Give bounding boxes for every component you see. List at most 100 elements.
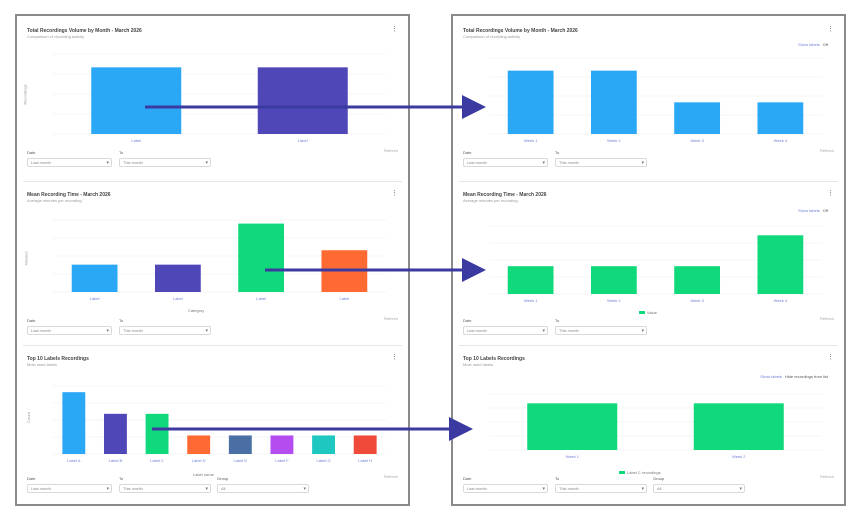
card-menu-icon[interactable]: ⋮ [827,26,834,33]
y-axis-label: Recordings [22,84,28,105]
bar[interactable] [270,435,294,454]
x-tick-label: Label H [358,458,372,463]
bar[interactable] [674,102,721,134]
card-menu-icon[interactable]: ⋮ [391,26,398,33]
filter-a-select[interactable]: Last month ▾ [27,484,112,493]
card-menu-icon[interactable]: ⋮ [391,190,398,197]
filter-b-label: To [119,318,124,323]
bar[interactable] [103,413,127,454]
x-tick-label: Label D [192,458,206,463]
right-card-1: Total Recordings Volume by Month - March… [459,22,838,182]
chevron-down-icon: ▾ [303,486,306,492]
filter-a-select[interactable]: Last month ▾ [463,326,548,335]
bar[interactable] [353,435,377,454]
chevron-down-icon: ▾ [205,486,208,492]
chart: Label A Label B Label C Label D Label E Label… [33,382,392,466]
card-footnote[interactable]: Refresh [819,474,834,479]
filter-a-select[interactable]: Last month ▾ [27,326,112,335]
legend-swatch [619,471,625,474]
chart: Week 1 Week 2 [469,390,828,462]
filter-b-label: To [119,476,124,481]
chart-legend: Label C recordings [619,470,661,475]
filter-a-label: Date [463,476,472,481]
filter-b-select[interactable]: This month ▾ [119,326,211,335]
y-axis-label: Minutes [23,251,29,266]
bar[interactable] [154,264,201,292]
x-tick-label: Label G [317,458,331,463]
chevron-down-icon: ▾ [641,160,644,166]
card-title: Mean Recording Time - March 2026 [463,192,547,198]
bar[interactable] [321,250,368,292]
x-tick-label: Week 1 [524,298,538,303]
filter-a-label: Date [27,476,36,481]
chevron-down-icon: ▾ [205,328,208,334]
left-dashboard-panel: Total Recordings Volume by Month - March… [15,14,410,506]
filter-b-select[interactable]: This month ▾ [119,158,211,167]
card-title: Total Recordings Volume by Month - March… [27,28,142,34]
bar[interactable] [590,266,637,294]
toggle-label: Show labels [760,374,782,379]
bar[interactable] [187,435,211,454]
x-tick-label: Week 4 [774,138,788,143]
bar[interactable] [757,102,804,134]
filter-a-select[interactable]: Last month ▾ [463,158,548,167]
chart-legend: Value [639,310,657,315]
card-menu-icon[interactable]: ⋮ [827,354,834,361]
filter-b-select[interactable]: This month ▾ [119,484,211,493]
filter-a-select[interactable]: Last month ▾ [27,158,112,167]
bar[interactable] [590,70,637,134]
filter-b-select[interactable]: This month ▾ [555,158,647,167]
toggle-value: Off [822,42,828,47]
bar[interactable] [527,403,618,450]
chevron-down-icon: ▾ [641,328,644,334]
chevron-down-icon: ▾ [106,328,109,334]
card-footnote[interactable]: Refresh [383,316,398,321]
bar[interactable] [757,235,804,294]
filter-c-select[interactable]: All ▾ [217,484,309,493]
bar[interactable] [228,435,252,454]
bar[interactable] [71,264,118,292]
card-menu-icon[interactable]: ⋮ [827,190,834,197]
filter-a-value: Last month [467,328,487,333]
filter-row: Date Last month ▾ To This month ▾ [463,150,834,172]
x-tick-label: Label [256,296,266,301]
filter-b-value: This month [123,328,143,333]
bar[interactable] [62,392,86,454]
bar[interactable] [238,223,285,292]
x-tick-label: Week 1 [524,138,538,143]
chevron-down-icon: ▾ [106,486,109,492]
bar[interactable] [257,67,348,134]
filter-b-select[interactable]: This month ▾ [555,484,647,493]
card-subtitle: Average minutes per recording [27,198,82,203]
card-footnote[interactable]: Refresh [819,148,834,153]
filter-b-select[interactable]: This month ▾ [555,326,647,335]
filter-row: Date Last month ▾ To This month ▾ Group Al… [463,476,834,498]
x-tick-label: Week 3 [690,298,704,303]
filter-a-select[interactable]: Last month ▾ [463,484,548,493]
bar[interactable] [674,266,721,294]
bar[interactable] [507,266,554,294]
left-card-1: Total Recordings Volume by Month - March… [23,22,402,182]
chevron-down-icon: ▾ [205,160,208,166]
chevron-down-icon: ▾ [542,328,545,334]
toggle-label: Show labels [798,42,820,47]
chart-toggle[interactable]: Show labels Off [798,42,828,47]
bar[interactable] [693,403,784,450]
chevron-down-icon: ▾ [641,486,644,492]
card-footnote[interactable]: Refresh [383,148,398,153]
bar[interactable] [507,70,554,134]
card-subtitle: Most used labels [463,362,494,367]
card-menu-icon[interactable]: ⋮ [391,354,398,361]
chart-toggle[interactable]: Show labels Off [798,208,828,213]
bar[interactable] [91,67,182,134]
filter-c-select[interactable]: All ▾ [653,484,745,493]
filter-b-label: To [555,150,560,155]
card-title: Mean Recording Time - March 2026 [27,192,111,198]
filter-a-value: Last month [31,160,51,165]
bar[interactable] [145,413,169,454]
x-tick-label: Week 3 [690,138,704,143]
card-footnote[interactable]: Refresh [383,474,398,479]
bar[interactable] [312,435,336,454]
card-footnote[interactable]: Refresh [819,316,834,321]
chart-toggle[interactable]: Show labels Hide recordings from list [760,374,828,379]
